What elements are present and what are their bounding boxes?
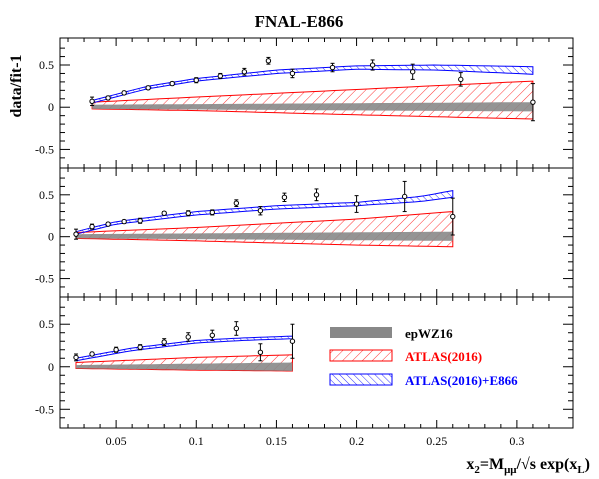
panel-2-data-point bbox=[121, 218, 127, 225]
panel-1-data-point bbox=[458, 76, 464, 83]
y-axis-label: data/fit-1 bbox=[8, 54, 25, 117]
panel-2-epwz16-band bbox=[76, 231, 453, 241]
panel-2-data-point bbox=[257, 208, 264, 214]
panel-3-epwz16-band bbox=[76, 362, 293, 371]
panel-3-data-point bbox=[161, 339, 167, 345]
x-tick-label: 0.1 bbox=[189, 434, 204, 448]
x-axis-label-root: /√s exp(x bbox=[516, 456, 578, 473]
panel-1-data-point bbox=[369, 62, 376, 68]
panel-2-data-point bbox=[185, 210, 191, 216]
x-tick-label: 0.05 bbox=[106, 434, 127, 448]
panel-1-y-tick-label: -0.5 bbox=[35, 142, 54, 156]
panel-2-data-point bbox=[233, 200, 240, 206]
panel-1-data-point bbox=[329, 64, 336, 71]
panel-2-data-point bbox=[313, 192, 320, 198]
panel-1-data-point bbox=[217, 73, 224, 79]
x-axis-label-close: ) bbox=[585, 456, 590, 473]
panel-3-y-tick-label: 0 bbox=[48, 360, 54, 374]
panel-2-y-tick-label: -0.5 bbox=[35, 272, 54, 286]
panel-2-atlas-band bbox=[75, 211, 454, 248]
legend-swatch-epwz16 bbox=[330, 327, 392, 338]
panel-2-data-point bbox=[73, 231, 79, 237]
panel-3-data-point bbox=[209, 332, 215, 338]
x-axis-label-eq: =M bbox=[480, 456, 504, 473]
x-tick-label: 0.15 bbox=[266, 434, 287, 448]
panel-2-data-point bbox=[401, 193, 408, 200]
panel-2-data-point bbox=[450, 213, 456, 220]
chart-title: FNAL-E866 bbox=[255, 12, 344, 31]
x-tick-label: 0.2 bbox=[349, 434, 364, 448]
panel-3-data-point bbox=[73, 354, 79, 361]
panel-3-y-tick-label: -0.5 bbox=[35, 402, 54, 416]
panel-2-data-point bbox=[105, 221, 111, 227]
panel-1-epwz16-band bbox=[92, 102, 533, 112]
panel-3-data-point bbox=[233, 325, 240, 332]
panel-2-y-tick-label: 0 bbox=[48, 230, 54, 244]
panel-3-data-point bbox=[137, 344, 143, 350]
x-axis-label-x: x bbox=[466, 456, 474, 473]
x-tick-label: 0.3 bbox=[509, 434, 524, 448]
panel-2-data-point bbox=[89, 223, 95, 230]
panel-1-data-point bbox=[409, 69, 416, 75]
panel-3-data-point bbox=[185, 334, 191, 340]
legend-swatch-atlas bbox=[329, 349, 393, 362]
panel-1-data-point bbox=[169, 80, 175, 87]
x-axis-label-x-sub: 2 bbox=[474, 464, 480, 476]
panel-2-y-tick-label: 0.5 bbox=[39, 188, 54, 202]
panel-1-data-point bbox=[121, 90, 127, 96]
panel-3-frame bbox=[59, 296, 574, 429]
panel-1-y-tick-label: 0.5 bbox=[39, 58, 54, 72]
panel-3-data-point bbox=[113, 347, 119, 353]
legend-label-atlas-e866: ATLAS(2016)+E866 bbox=[405, 373, 518, 388]
panel-1-data-point bbox=[89, 98, 95, 105]
legend-swatch-atlas-e866 bbox=[329, 373, 393, 386]
panel-3-data-point bbox=[289, 338, 296, 344]
panel-2-data-point bbox=[137, 218, 143, 224]
panel-3-y-tick-label: 0.5 bbox=[39, 317, 54, 331]
panel-2-data-point bbox=[161, 210, 167, 216]
legend-label-epwz16: epWZ16 bbox=[405, 326, 453, 341]
panel-1-data-point bbox=[193, 77, 199, 83]
x-axis-label-m-sub: μμ bbox=[504, 464, 517, 476]
panel-2-atlas-e866-band bbox=[75, 190, 454, 235]
panel-1-data-point bbox=[105, 95, 111, 101]
x-tick-label: 0.25 bbox=[426, 434, 447, 448]
plot-layer: -0.5 0 0.5 -0.5 0 0.5 -0.5 0 0.5 0.05 0.1 0.15 0.2 0.… bbox=[35, 37, 574, 448]
x-axis-label-l-sub: L bbox=[577, 464, 584, 476]
panel-3-data-point bbox=[257, 349, 264, 355]
panel-2-data-point bbox=[209, 209, 215, 216]
panel-1-data-point bbox=[241, 69, 248, 75]
x-axis-label: x2=Mμμ/√s exp(xL) bbox=[466, 456, 590, 476]
legend-label-atlas: ATLAS(2016) bbox=[405, 349, 482, 364]
panel-3-data-point bbox=[89, 351, 95, 357]
panel-2-data-point bbox=[353, 201, 360, 207]
panel-1-data-point bbox=[289, 70, 296, 77]
panel-1-data-point bbox=[145, 85, 151, 91]
panel-1-data-point bbox=[530, 99, 536, 105]
legend: epWZ16 ATLAS(2016) ATLAS(2016)+E866 bbox=[329, 326, 518, 388]
panel-1-data-point bbox=[265, 58, 272, 64]
panel-1-y-tick-label: 0 bbox=[48, 100, 54, 114]
panel-2-data-point bbox=[281, 194, 288, 201]
